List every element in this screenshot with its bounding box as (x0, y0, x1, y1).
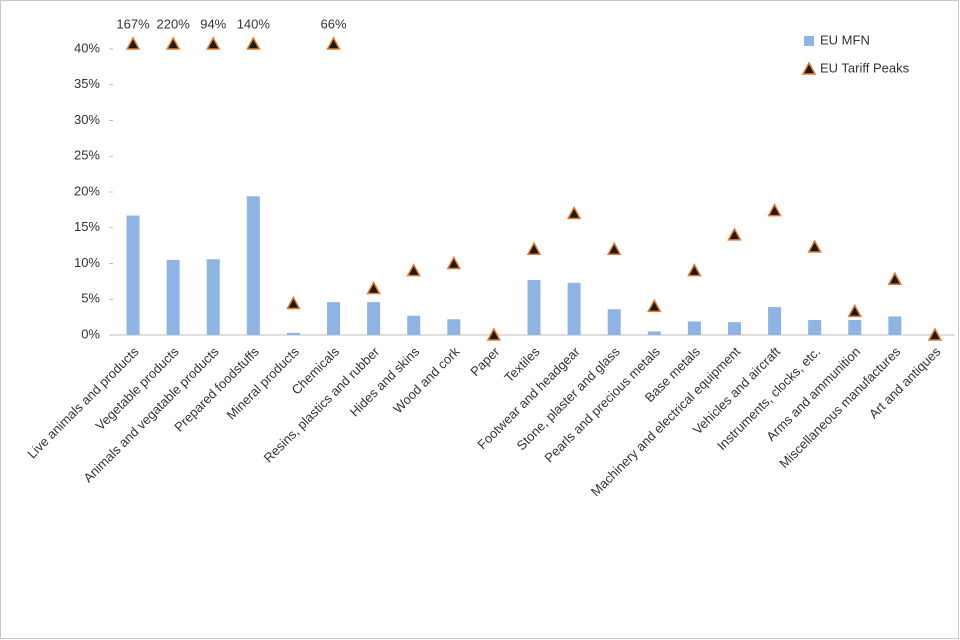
bar (126, 215, 140, 335)
peak-marker (647, 298, 662, 313)
bar (607, 309, 621, 335)
bar (687, 321, 701, 335)
y-tick-label: 10% (74, 255, 100, 270)
legend-swatch (801, 61, 817, 75)
peak-marker (165, 36, 181, 50)
peak-marker (767, 203, 782, 217)
peak-marker (286, 295, 301, 310)
bar (447, 319, 461, 335)
value-label: 94% (200, 16, 226, 31)
peak-marker (205, 36, 221, 50)
bar (567, 282, 581, 335)
bar (888, 316, 902, 335)
peak-marker (326, 36, 341, 50)
y-tick-label: 15% (74, 219, 100, 234)
bar (327, 302, 341, 335)
peak-marker (446, 255, 462, 270)
peak-marker (526, 241, 542, 255)
peak-marker (687, 263, 702, 277)
bar (206, 259, 220, 335)
peak-marker (927, 327, 943, 341)
peak-marker (406, 263, 421, 277)
legend-label: EU MFN (820, 32, 870, 47)
y-tick-label: 25% (74, 148, 100, 163)
peak-marker (246, 36, 261, 50)
peak-marker (887, 271, 903, 285)
bar (166, 259, 180, 335)
bar (647, 331, 661, 335)
y-tick-label: 35% (74, 76, 100, 91)
value-label: 220% (157, 16, 191, 31)
bar (286, 332, 300, 335)
bar (768, 307, 782, 335)
y-tick-label: 0% (81, 326, 100, 341)
peak-marker (606, 241, 622, 255)
bar (407, 315, 421, 335)
y-tick-label: 20% (74, 183, 100, 198)
bar (848, 319, 862, 335)
bar (367, 302, 381, 335)
bar (246, 196, 260, 335)
peak-marker (847, 303, 863, 318)
peak-marker (807, 239, 822, 253)
peak-marker (486, 327, 502, 341)
value-label: 66% (321, 16, 347, 31)
y-tick-label: 30% (74, 112, 100, 127)
bar (527, 279, 541, 335)
peak-marker (727, 227, 742, 241)
legend-swatch (804, 36, 814, 46)
y-tick-label: 40% (74, 40, 100, 55)
legend-label: EU Tariff Peaks (820, 60, 910, 75)
value-label: 167% (116, 16, 150, 31)
peak-marker (125, 36, 141, 50)
bar (808, 319, 822, 335)
peak-marker (366, 280, 381, 295)
y-tick-label: 5% (81, 291, 100, 306)
bar (727, 322, 741, 335)
peak-marker (566, 205, 582, 220)
value-label: 140% (237, 16, 271, 31)
